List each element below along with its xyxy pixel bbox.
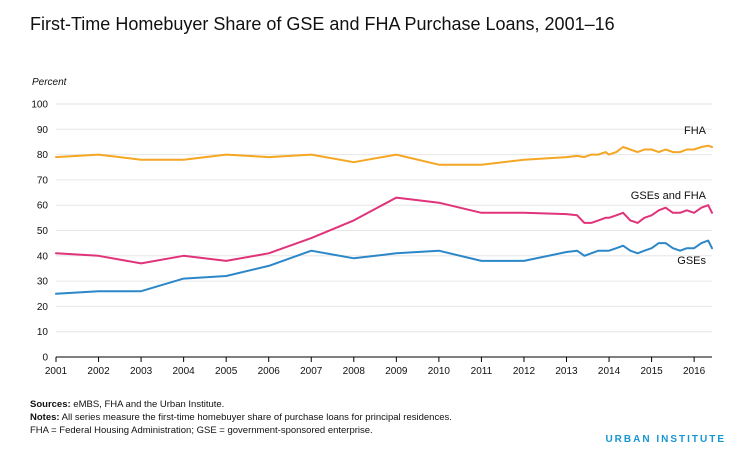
x-tick-label: 2009 — [385, 366, 408, 377]
y-axis-label: Percent — [32, 77, 68, 88]
y-tick-label: 60 — [37, 201, 49, 212]
axes: 0 10 20 30 40 50 60 70 80 90 100 Percent 2001 2002 200… — [31, 77, 712, 377]
notes-label: Notes: — [30, 412, 60, 423]
series-line-gses — [55, 239, 713, 295]
chart-title: First-Time Homebuyer Share of GSE and FH… — [30, 14, 615, 34]
series-label-gses-and-fha: GSEs and FHA — [631, 190, 707, 202]
urban-institute-logo: URBAN INSTITUTE — [605, 434, 726, 445]
y-tick-label: 90 — [37, 125, 49, 136]
x-tick-label: 2008 — [343, 366, 366, 377]
y-tick-label: 10 — [37, 327, 49, 338]
y-tick-label: 20 — [37, 302, 49, 313]
x-tick-label: 2005 — [215, 366, 238, 377]
y-tick-label: 50 — [37, 226, 49, 237]
series-labels: FHA GSEs and FHA GSEs — [631, 125, 707, 267]
x-tick-label: 2003 — [130, 366, 153, 377]
sources-note: Sources: eMBS, FHA and the Urban Institu… — [30, 398, 452, 411]
abbreviations-note: FHA = Federal Housing Administration; GS… — [30, 425, 373, 436]
y-tick-label: 80 — [37, 150, 49, 161]
x-tick-label: 2004 — [173, 366, 196, 377]
x-tick-label: 2010 — [428, 366, 451, 377]
y-tick-label: 30 — [37, 277, 49, 288]
x-tick-label: 2015 — [640, 366, 663, 377]
series-label-gses: GSEs — [677, 255, 706, 267]
series-line-fha — [55, 144, 713, 166]
footnotes: Sources: eMBS, FHA and the Urban Institu… — [30, 398, 452, 437]
y-tick-label: 0 — [42, 353, 48, 364]
x-tick-label: 2012 — [513, 366, 536, 377]
gridlines — [56, 103, 712, 333]
y-tick-label: 40 — [37, 251, 49, 262]
series-label-fha: FHA — [684, 125, 707, 137]
x-tick-label: 2007 — [300, 366, 323, 377]
x-tick-label: 2014 — [598, 366, 621, 377]
x-tick-label: 2011 — [471, 366, 493, 377]
notes-note: Notes: All series measure the first-time… — [30, 411, 452, 424]
x-tick-label: 2002 — [87, 366, 110, 377]
series-line-gses-and-fha — [55, 196, 713, 265]
x-tick-label: 2013 — [555, 366, 578, 377]
y-tick-label: 100 — [31, 100, 48, 111]
notes-text: All series measure the first-time homebu… — [59, 412, 452, 423]
series-lines — [55, 144, 713, 295]
x-tick-label: 2016 — [683, 366, 706, 377]
y-tick-label: 70 — [37, 175, 49, 186]
x-tick-label: 2006 — [258, 366, 281, 377]
sources-text: eMBS, FHA and the Urban Institute. — [70, 399, 225, 410]
x-tick-label: 2001 — [45, 366, 68, 377]
sources-label: Sources: — [30, 399, 71, 410]
